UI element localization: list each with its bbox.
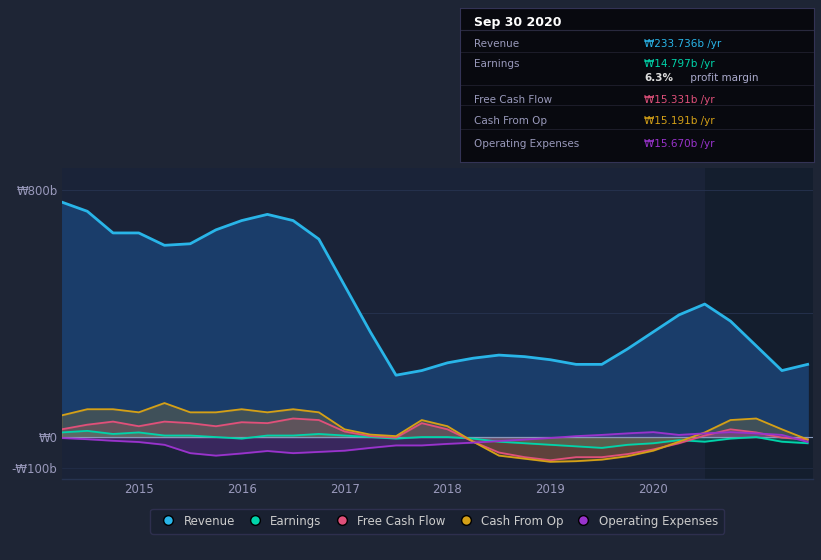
Text: Earnings: Earnings [474, 59, 520, 69]
Text: ₩14.797b /yr: ₩14.797b /yr [644, 59, 715, 69]
Text: Revenue: Revenue [474, 39, 519, 49]
Text: ₩15.191b /yr: ₩15.191b /yr [644, 116, 715, 126]
Text: 6.3%: 6.3% [644, 73, 673, 83]
Text: Cash From Op: Cash From Op [474, 116, 547, 126]
Text: ₩15.331b /yr: ₩15.331b /yr [644, 95, 715, 105]
Text: Operating Expenses: Operating Expenses [474, 139, 579, 150]
Bar [704, 168, 813, 479]
Text: ₩15.670b /yr: ₩15.670b /yr [644, 139, 715, 150]
Text: ₩233.736b /yr: ₩233.736b /yr [644, 39, 722, 49]
Text: Sep 30 2020: Sep 30 2020 [474, 16, 562, 29]
Legend: Revenue, Earnings, Free Cash Flow, Cash From Op, Operating Expenses: Revenue, Earnings, Free Cash Flow, Cash … [150, 508, 724, 534]
Text: profit margin: profit margin [686, 73, 759, 83]
Text: Free Cash Flow: Free Cash Flow [474, 95, 552, 105]
